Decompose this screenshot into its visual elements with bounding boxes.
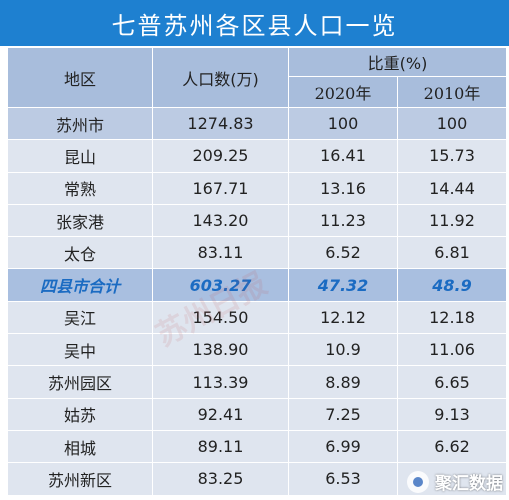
table-row: 苏州园区 113.39 8.89 6.65 (7, 365, 508, 399)
cell-population: 92.41 (152, 397, 289, 431)
cell-share-2010: 14.44 (396, 171, 508, 205)
brand-badge: 聚汇数据 (407, 469, 503, 494)
cell-region: 常熟 (7, 171, 153, 205)
cell-region: 吴江 (7, 300, 153, 335)
header-year-2020: 2020年 (288, 76, 398, 108)
cell-population: 154.50 (152, 300, 289, 335)
cell-population: 83.25 (152, 462, 289, 496)
cell-region: 张家港 (7, 203, 153, 238)
header-population: 人口数(万) (152, 47, 289, 108)
cell-share-2020: 6.53 (288, 462, 398, 496)
brand-name: 聚汇数据 (435, 474, 503, 494)
cell-share-2010: 12.18 (396, 300, 508, 335)
cell-share-2010: 15.73 (396, 139, 508, 173)
cell-region: 苏州市 (7, 106, 153, 141)
table-row: 苏州市 1274.83 100 100 (7, 106, 508, 141)
cell-region: 姑苏 (7, 397, 153, 431)
cell-population: 603.27 (152, 268, 289, 302)
cell-population: 138.90 (152, 333, 289, 367)
cell-share-2010: 6.65 (396, 365, 508, 399)
cell-share-2010: 6.62 (396, 429, 508, 464)
table-row: 四县市合计 603.27 47.32 48.9 (7, 268, 508, 302)
cell-region: 苏州园区 (7, 365, 153, 399)
cell-share-2020: 100 (288, 106, 398, 141)
cell-share-2020: 47.32 (288, 268, 398, 302)
cell-region: 太仓 (7, 236, 153, 270)
table-row: 常熟 167.71 13.16 14.44 (7, 171, 508, 205)
cell-population: 113.39 (152, 365, 289, 399)
cell-population: 167.71 (152, 171, 289, 205)
page-title: 七普苏州各区县人口一览 (0, 0, 509, 46)
population-table: 地区 人口数(万) 比重(%) 2020年 2010年 苏州市 1274.83 10… (7, 47, 508, 496)
table-row: 吴江 154.50 12.12 12.18 (7, 300, 508, 335)
cell-population: 89.11 (152, 429, 289, 464)
table-body: 苏州市 1274.83 100 100 昆山 209.25 16.41 15.73 常熟 167.… (7, 106, 508, 496)
cell-share-2010: 48.9 (396, 268, 508, 302)
cell-share-2010: 100 (396, 106, 508, 141)
cell-share-2020: 6.52 (288, 236, 398, 270)
table-row: 太仓 83.11 6.52 6.81 (7, 236, 508, 270)
cell-region: 吴中 (7, 333, 153, 367)
cell-share-2020: 8.89 (288, 365, 398, 399)
cell-population: 1274.83 (152, 106, 289, 141)
cell-population: 83.11 (152, 236, 289, 270)
table-row: 相城 89.11 6.99 6.62 (7, 429, 508, 464)
cell-share-2010: 9.13 (396, 397, 508, 431)
cell-share-2020: 7.25 (288, 397, 398, 431)
cell-region: 昆山 (7, 139, 153, 173)
cell-share-2020: 13.16 (288, 171, 398, 205)
header-region: 地区 (7, 47, 153, 108)
cell-region: 相城 (7, 429, 153, 464)
cell-share-2020: 6.99 (288, 429, 398, 464)
table-row: 张家港 143.20 11.23 11.92 (7, 203, 508, 238)
cell-population: 143.20 (152, 203, 289, 238)
cell-population: 209.25 (152, 139, 289, 173)
cell-share-2010: 11.06 (396, 333, 508, 367)
brand-logo-icon (407, 470, 429, 493)
cell-share-2020: 16.41 (288, 139, 398, 173)
cell-share-2010: 11.92 (396, 203, 508, 238)
table-row: 昆山 209.25 16.41 15.73 (7, 139, 508, 173)
header-year-2010: 2010年 (396, 76, 508, 108)
table-row: 姑苏 92.41 7.25 9.13 (7, 397, 508, 431)
header-share: 比重(%) (287, 47, 508, 77)
cell-share-2010: 6.81 (396, 236, 508, 270)
cell-share-2020: 11.23 (288, 203, 398, 238)
cell-share-2020: 12.12 (288, 300, 398, 335)
table-row: 苏州新区 83.25 6.53 (7, 462, 508, 496)
cell-region: 四县市合计 (7, 268, 153, 302)
table-row: 吴中 138.90 10.9 11.06 (7, 333, 508, 367)
cell-share-2020: 10.9 (288, 333, 398, 367)
cell-region: 苏州新区 (7, 462, 153, 496)
